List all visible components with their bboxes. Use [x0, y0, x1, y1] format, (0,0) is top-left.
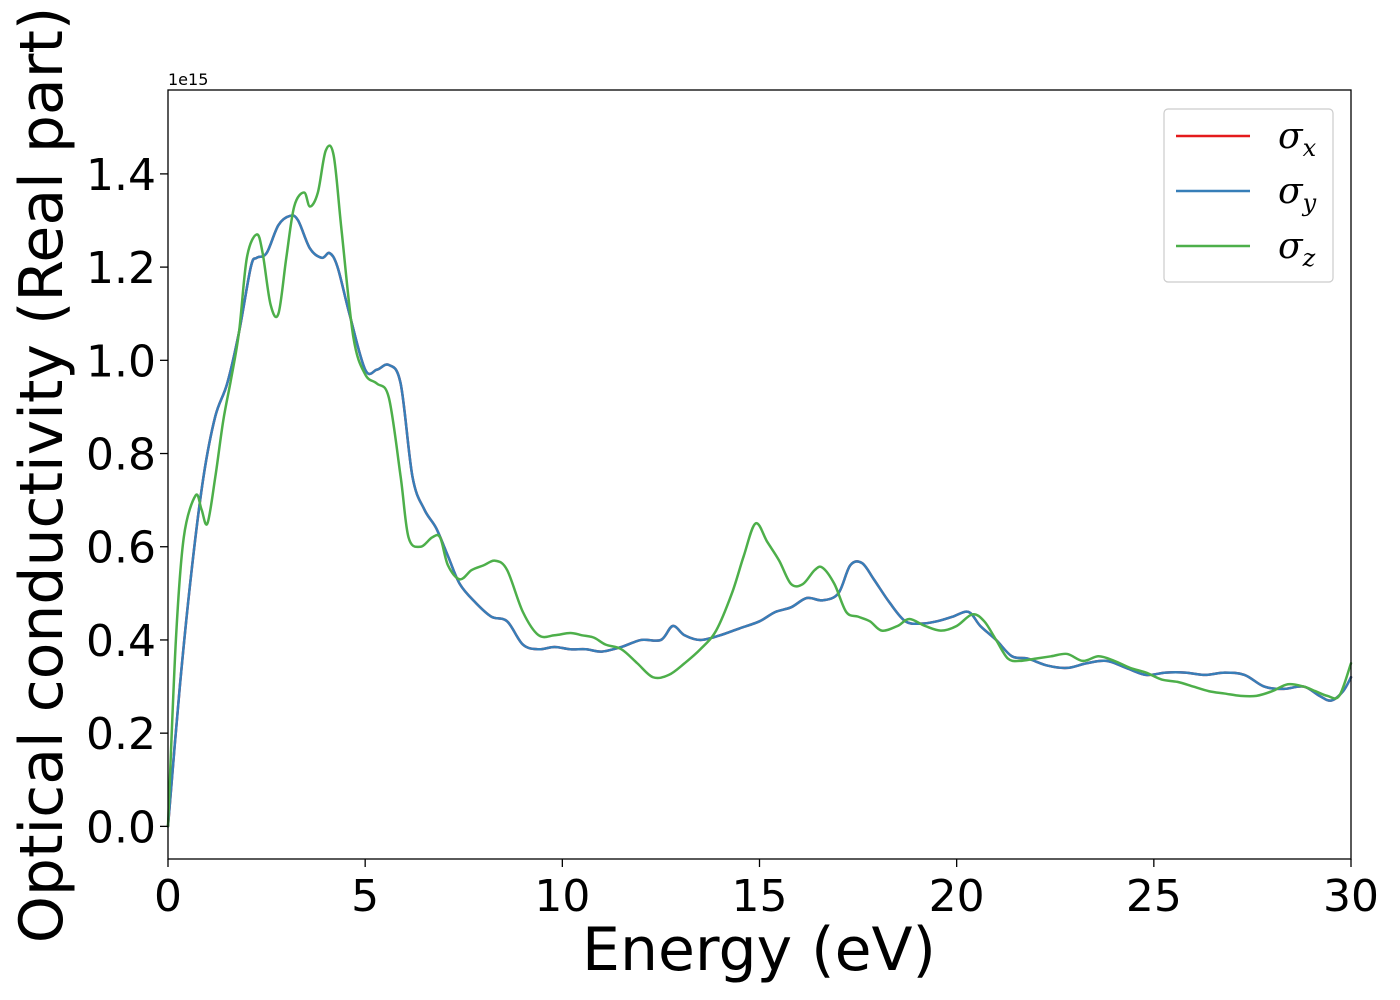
y-tick-label: 0.2: [86, 709, 156, 760]
y-tick-label: 1.4: [86, 150, 156, 201]
y-tick-label: 1.0: [86, 336, 156, 387]
x-tick-label: 0: [154, 871, 182, 922]
plot-area: [166, 144, 1353, 828]
x-tick-label: 15: [732, 871, 788, 922]
series-line-x: [166, 214, 1353, 828]
legend: σx σy σz: [1163, 108, 1334, 283]
y-offset-label: 1e15: [168, 70, 208, 89]
y-tick-label: 0.4: [86, 616, 156, 667]
x-tick-label: 5: [351, 871, 379, 922]
legend-label-y: σy: [1278, 171, 1317, 217]
series-line-y: [166, 214, 1353, 828]
legend-label-z: σz: [1278, 226, 1316, 272]
x-tick-label: 20: [929, 871, 985, 922]
x-tick-label: 10: [534, 871, 590, 922]
y-tick-label: 0.6: [86, 523, 156, 574]
x-tick-label: 30: [1323, 871, 1379, 922]
y-axis-title: Optical conductivity (Real part): [7, 7, 77, 944]
y-tick-label: 1.2: [86, 243, 156, 294]
y-tick-label: 0.8: [86, 430, 156, 481]
legend-box: [1163, 108, 1334, 283]
series-line-z: [166, 144, 1353, 828]
x-axis: 0 5 10 15 20 25 30: [154, 859, 1379, 922]
x-axis-title: Energy (eV): [582, 915, 936, 985]
y-axis: 0.0 0.2 0.4 0.6 0.8 1.0 1.2 1.4: [86, 150, 168, 853]
legend-label-x: σx: [1278, 116, 1317, 162]
x-tick-label: 25: [1126, 871, 1182, 922]
y-tick-label: 0.0: [86, 802, 156, 853]
